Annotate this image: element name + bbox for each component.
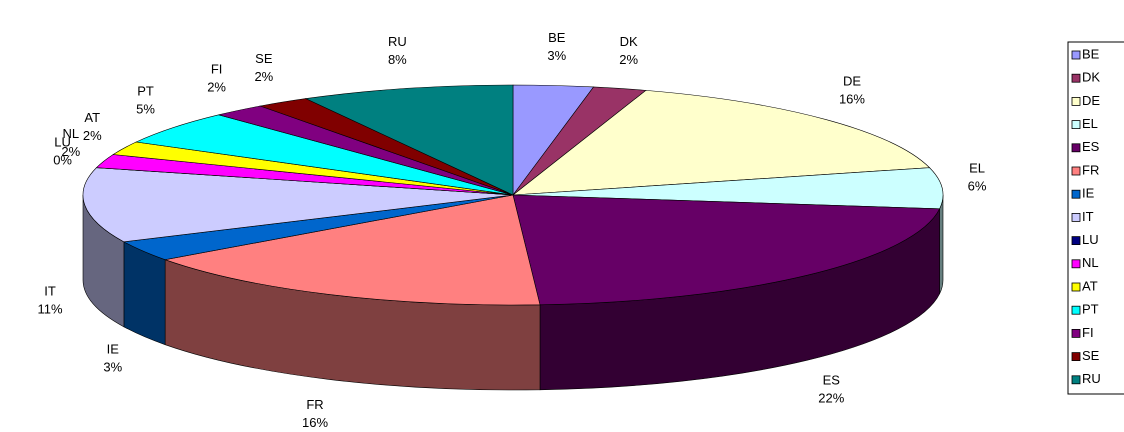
data-label-value: 8% <box>388 52 407 67</box>
data-label-name: FI <box>211 62 223 77</box>
data-label-name: DE <box>843 74 861 89</box>
legend-label: AT <box>1082 278 1098 293</box>
legend-swatch <box>1071 143 1081 153</box>
legend-swatch <box>1071 236 1081 246</box>
data-label-name: FR <box>306 397 323 412</box>
legend-swatch <box>1071 212 1081 222</box>
data-label-value: 22% <box>818 390 844 405</box>
legend-swatch <box>1071 259 1081 269</box>
data-label-value: 3% <box>103 360 122 375</box>
data-label-name: IE <box>107 342 120 357</box>
slice <box>135 114 514 196</box>
legend-swatch <box>1071 120 1081 129</box>
legend-label: PT <box>1082 302 1099 317</box>
legend-swatch <box>1071 166 1081 176</box>
legend-label: BE <box>1082 46 1100 61</box>
data-label-value: 2% <box>83 128 102 143</box>
legend-swatch <box>1071 73 1081 83</box>
data-label-name: LU <box>54 135 71 150</box>
legend-swatch <box>1071 352 1081 362</box>
data-label-value: 3% <box>547 48 566 63</box>
data-label-name: RU <box>388 34 407 49</box>
legend-label: RU <box>1082 371 1101 386</box>
legend-label: NL <box>1082 255 1099 270</box>
legend-label: DK <box>1082 70 1100 85</box>
data-label-value: 16% <box>839 92 865 107</box>
data-label-name: AT <box>84 110 100 125</box>
slice <box>304 84 514 196</box>
legend-label: ES <box>1082 139 1100 154</box>
data-label-value: 16% <box>302 415 328 430</box>
data-label-value: 2% <box>61 144 80 159</box>
slice <box>163 194 541 306</box>
data-label-name: NL <box>62 126 79 141</box>
legend-label: LU <box>1082 232 1099 247</box>
legend-label: FI <box>1082 325 1094 340</box>
data-label-name: BE <box>548 30 566 45</box>
data-label-value: 2% <box>207 80 226 95</box>
slice <box>512 194 941 306</box>
data-label-value: 2% <box>254 69 273 84</box>
legend-label: EL <box>1082 116 1098 131</box>
legend-swatch <box>1071 375 1081 385</box>
legend-swatch <box>1071 305 1081 315</box>
data-label-value: 6% <box>968 179 987 194</box>
data-label-value: 0% <box>53 153 72 168</box>
legend-swatch <box>1071 189 1081 199</box>
legend-label: IE <box>1082 186 1095 201</box>
data-label-name: ES <box>823 372 841 387</box>
slice <box>512 167 944 210</box>
slice-side <box>939 194 944 294</box>
data-label-value: 11% <box>38 302 63 317</box>
data-label-value: 5% <box>136 102 155 117</box>
legend-swatch <box>1071 282 1081 292</box>
legend-label: FR <box>1082 162 1099 177</box>
legend-swatch <box>1071 50 1081 60</box>
legend-label: DE <box>1082 93 1100 108</box>
data-label-name: PT <box>137 84 154 99</box>
legend-label: IT <box>1082 209 1094 224</box>
legend-label: SE <box>1082 348 1100 363</box>
slice <box>82 167 514 243</box>
slice <box>512 90 931 196</box>
data-label-name: EL <box>969 161 985 176</box>
data-label-name: SE <box>255 51 273 66</box>
data-label-name: DK <box>620 34 638 49</box>
legend-swatch <box>1071 97 1081 106</box>
legend-swatch <box>1071 328 1081 338</box>
data-label-name: IT <box>44 284 56 299</box>
data-label-value: 2% <box>619 52 638 67</box>
